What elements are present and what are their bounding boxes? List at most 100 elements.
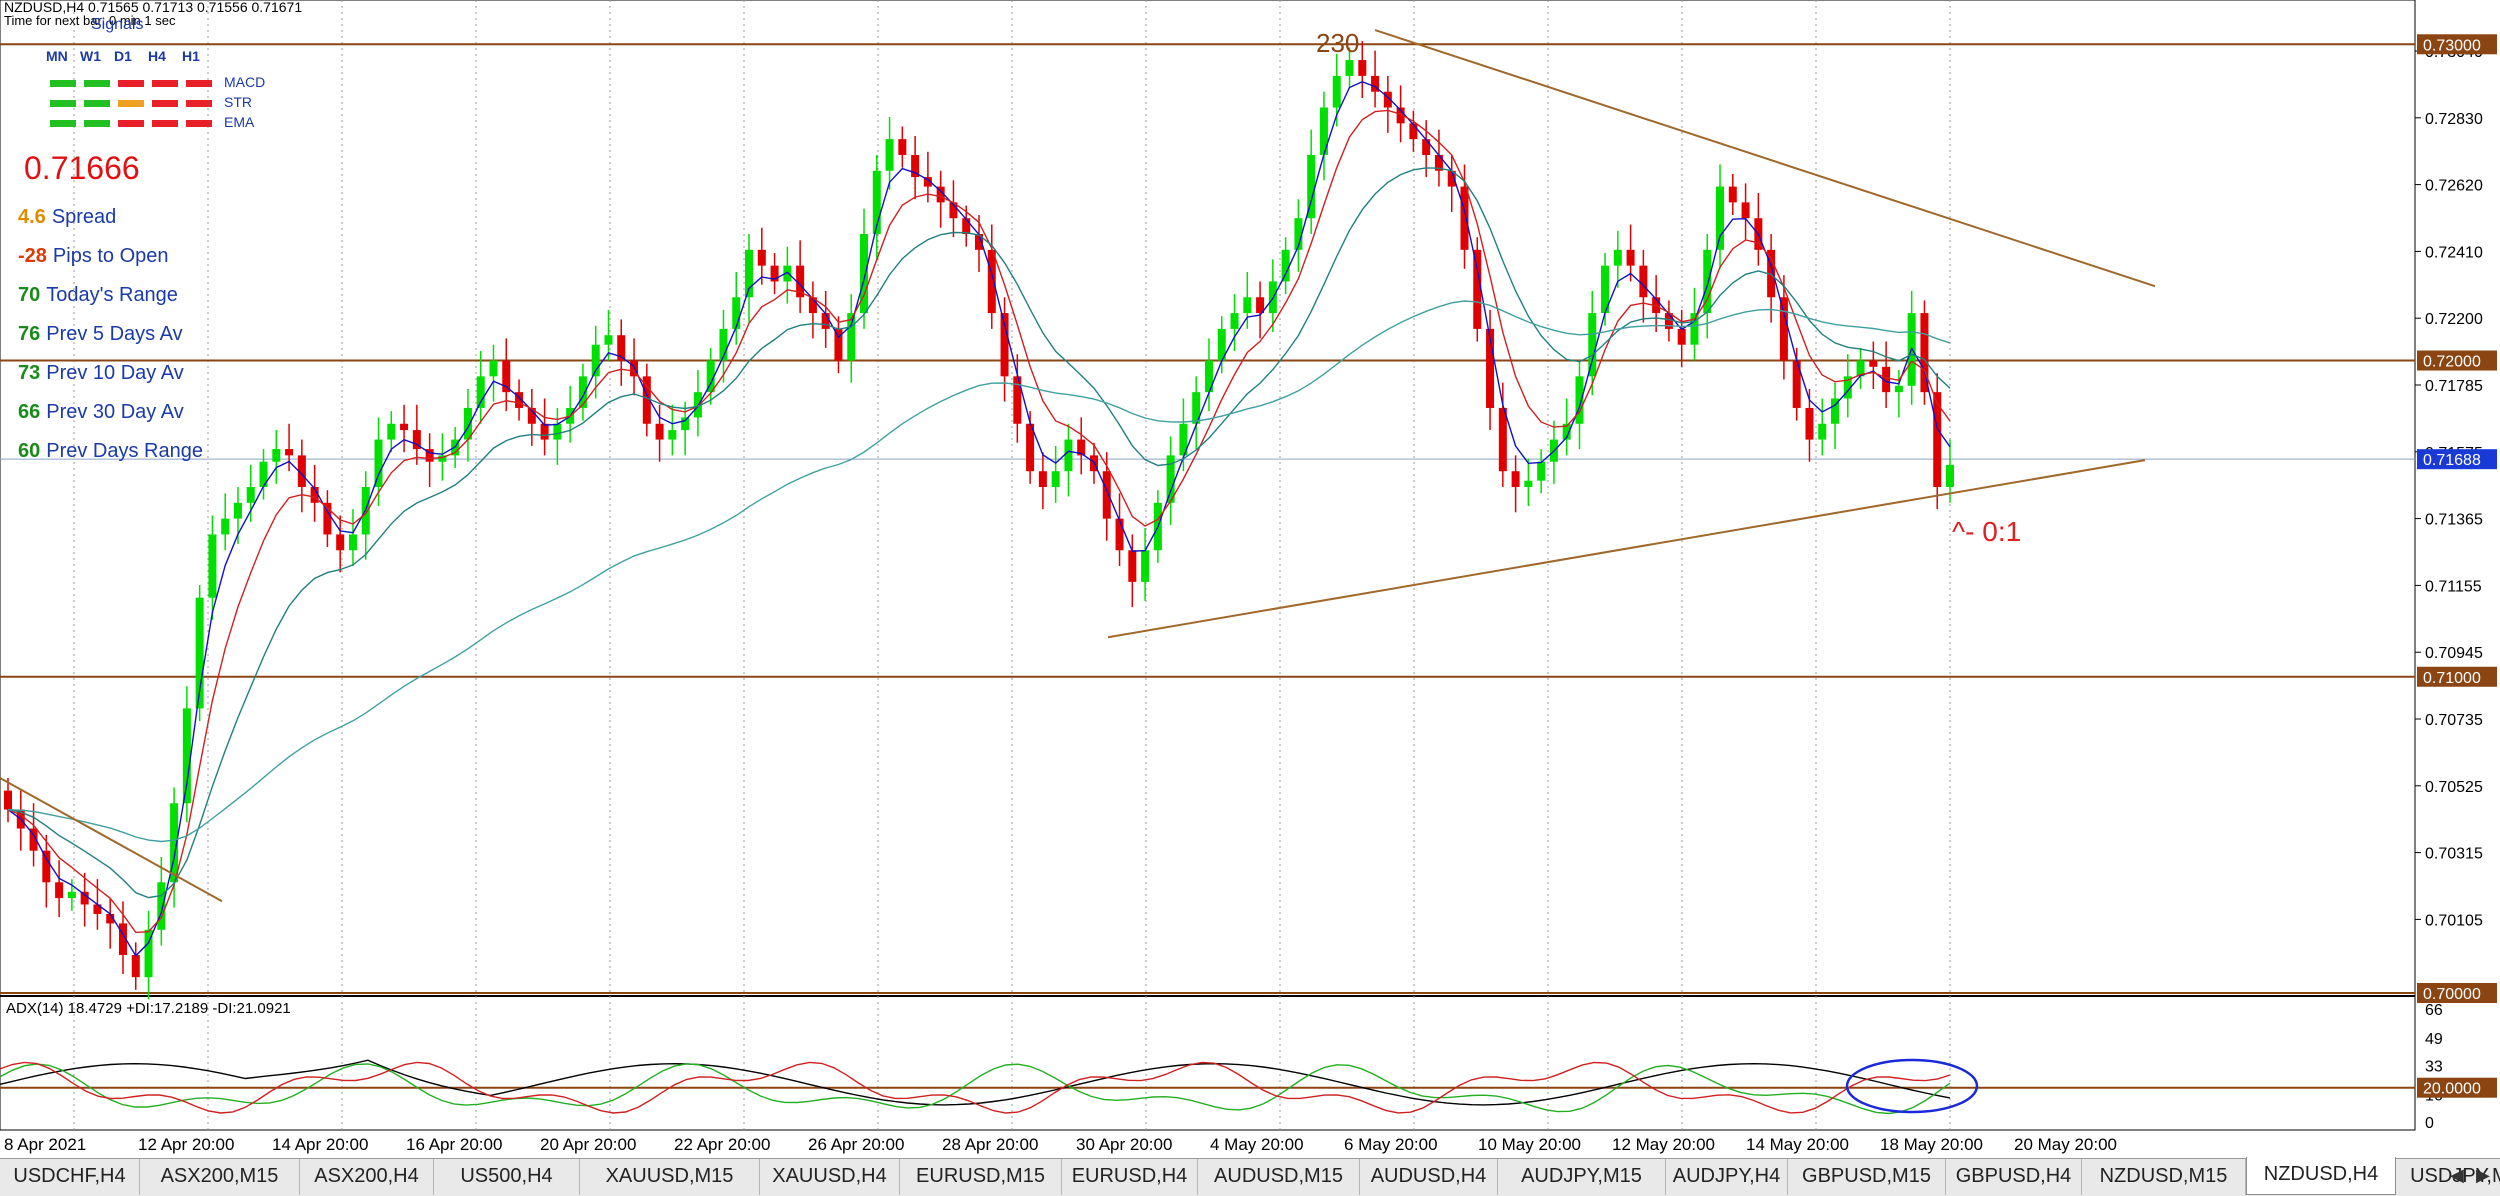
candle-bear [1511,471,1520,488]
signal-indicator [84,120,110,127]
candle-bear [1026,423,1035,472]
candle-bear [1728,186,1737,203]
candle-bull [1230,313,1239,329]
tabs-scroll-right-button[interactable]: ▶ [2476,1165,2490,1185]
market-stat-row: 66 Prev 30 Day Av [18,401,184,424]
signal-indicator [50,100,76,107]
time-axis-label: 30 Apr 20:00 [1076,1135,1172,1154]
symbol-line: NZDUSD,H4 0.71565 0.71713 0.71556 0.7167… [4,0,303,15]
adx-scale-label: 49 [2425,1031,2443,1048]
candle-bear [412,430,421,450]
price-chart[interactable]: 0.730400.728300.726200.724100.722000.717… [0,0,2500,1158]
price-level-box [2417,350,2497,371]
signal-row-label: STR [224,94,252,110]
time-axis-label: 26 Apr 20:00 [808,1135,904,1154]
candle-bull [1843,376,1852,399]
signal-indicator [84,80,110,87]
candle-bear [118,923,127,956]
chart-tab[interactable]: XAUUSD,H4 [760,1159,900,1195]
candle-bear [1256,297,1265,314]
lower-trendline [1107,459,2146,639]
candle-bear [1626,249,1635,266]
chart-tab[interactable]: USDCHF,H4 [0,1159,140,1195]
market-stats-panel: 0.71666 4.6 Spread -28 Pips to Open 70 Today'… [0,150,320,480]
price-tick-label: 0.71365 [2425,512,2483,529]
market-stat-value: 73 [18,362,41,384]
chart-tab[interactable]: AUDJPY,M15 [1498,1159,1666,1195]
candle-bull [591,344,600,377]
candle-bear [106,913,115,924]
market-stat-value: 4.6 [18,206,46,228]
candle-bear [1038,471,1047,488]
signal-indicator [152,120,178,127]
candle-bull [1192,392,1201,424]
candle-bull [745,249,754,298]
candle-bull [463,407,472,440]
bar-timer: Time for next bar: 0 min 1 sec [4,13,176,28]
signal-row-label: EMA [224,114,255,130]
chart-tab[interactable]: AUDUSD,M15 [1198,1159,1360,1195]
candle-bull [578,376,587,408]
candle-bear [1805,407,1814,440]
adx-scale-label: 66 [2425,1002,2443,1019]
chart-tab[interactable]: NZDUSD,M15 [2082,1159,2246,1195]
chart-tab[interactable]: GBPUSD,H4 [1946,1159,2082,1195]
candle-bear [1128,550,1137,582]
signal-indicator [118,120,144,127]
chart-tab[interactable]: AUDUSD,H4 [1360,1159,1498,1195]
candle-bear [655,423,664,440]
candle-bull [1818,423,1827,440]
candle-bull [668,430,677,440]
candle-bull [1294,218,1303,250]
candle-bear [770,265,779,282]
time-axis-label: 10 May 20:00 [1478,1135,1581,1154]
candle-bull [1575,376,1584,424]
candle-bull [1332,75,1341,108]
candle-bear [1460,186,1469,250]
candle-bull [1243,297,1252,314]
candle-bear [898,139,907,155]
candle-bear [796,265,805,298]
signal-indicator [152,80,178,87]
chart-tab[interactable]: USDJPY,M15 [2396,1159,2500,1195]
candle-bear [1741,202,1750,219]
candle-bull [1537,461,1546,481]
market-stat-value: 60 [18,440,41,462]
tabs-scroll-left-button[interactable]: ◀ [2450,1165,2464,1185]
candle-bull [221,518,230,535]
price-tick-label: 0.70525 [2425,779,2483,796]
time-axis-label: 20 Apr 20:00 [540,1135,636,1154]
chart-tab[interactable]: NZDUSD,H4 [2246,1157,2396,1195]
candle-bear [297,455,306,488]
candle-bull [719,328,728,361]
market-stat-row: 4.6 Spread [18,206,116,229]
signals-title: Signals [91,16,144,33]
candle-bear [962,218,971,235]
candle-bear [1486,328,1495,408]
candle-bull [1141,550,1150,582]
candle-bull [1281,249,1290,282]
candle-bull [67,891,76,899]
chart-tab[interactable]: US500,H4 [434,1159,580,1195]
chart-tab[interactable]: XAUUSD,M15 [580,1159,760,1195]
price-tick-label: 0.72410 [2425,244,2483,261]
chart-tab[interactable]: EURUSD,M15 [900,1159,1062,1195]
chart-tab[interactable]: GBPUSD,M15 [1788,1159,1946,1195]
chart-tab[interactable]: AUDJPY,H4 [1666,1159,1788,1195]
candle-bear [1383,91,1392,108]
price-tick-label: 0.70105 [2425,912,2483,929]
chart-tab[interactable]: EURUSD,H4 [1062,1159,1198,1195]
signal-indicator [84,100,110,107]
signal-indicator [186,100,212,107]
time-axis-label: 14 Apr 20:00 [272,1135,368,1154]
chart-tab[interactable]: ASX200,M15 [140,1159,300,1195]
chart-tab[interactable]: ASX200,H4 [300,1159,434,1195]
candle-bear [1077,439,1086,456]
time-axis-label: 20 May 20:00 [2014,1135,2117,1154]
candle-bear [1767,249,1776,298]
signal-timeframe-label: H4 [148,48,166,64]
candle-bull [1588,313,1597,377]
current-price-readout: 0.71666 [24,150,140,186]
candle-bull [1064,439,1073,472]
candle-bear [1933,392,1942,488]
